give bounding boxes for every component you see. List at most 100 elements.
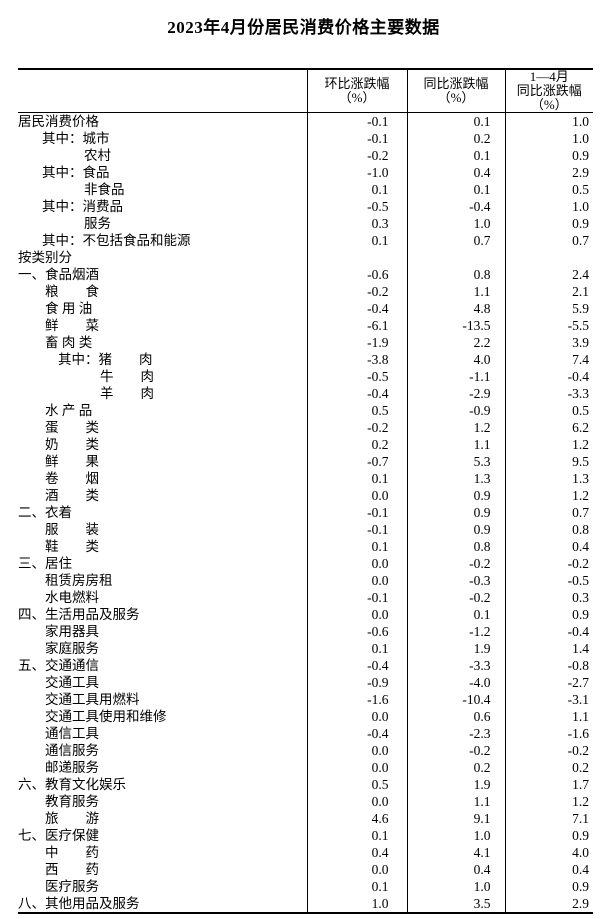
cell-yoy-change: 0.7 xyxy=(406,232,505,249)
cell-mom-change: 0.1 xyxy=(306,232,407,249)
cell-ytd-yoy-change: 1.0 xyxy=(504,130,593,147)
cell-mom-change: -0.5 xyxy=(306,368,407,385)
cell-mom-change: -1.9 xyxy=(306,334,407,351)
table-row: 通信工具 -0.4 -2.3 -1.6 xyxy=(18,725,593,742)
cell-mom-change: 0.0 xyxy=(306,606,407,623)
table-row: 家用器具 -0.6 -1.2 -0.4 xyxy=(18,623,593,640)
table-row: 鞋 类 0.1 0.8 0.4 xyxy=(18,538,593,555)
table-row: 其中：城市 -0.1 0.2 1.0 xyxy=(18,130,593,147)
table-row: 按类别分 xyxy=(18,249,593,266)
column-header-1: 环比涨跌幅 （%） xyxy=(306,69,407,113)
cell-ytd-yoy-change: 2.9 xyxy=(504,164,593,181)
cell-yoy-change: 0.9 xyxy=(406,521,505,538)
cell-yoy-change: -0.2 xyxy=(406,742,505,759)
table-row: 租赁房房租 0.0 -0.3 -0.5 xyxy=(18,572,593,589)
table-row: 通信服务 0.0 -0.2 -0.2 xyxy=(18,742,593,759)
row-label: 鲜 菜 xyxy=(45,318,99,333)
cell-yoy-change: 0.4 xyxy=(406,164,505,181)
cell-mom-change: -6.1 xyxy=(306,317,407,334)
cell-yoy-change: 0.8 xyxy=(406,538,505,555)
row-label: 鲜 果 xyxy=(45,454,99,469)
cell-ytd-yoy-change: 0.2 xyxy=(504,759,593,776)
row-label: 蛋 类 xyxy=(45,420,99,435)
cell-yoy-change: 0.2 xyxy=(406,759,505,776)
row-label: 居民消费价格 xyxy=(18,114,99,129)
cell-mom-change: 0.0 xyxy=(306,742,407,759)
cell-ytd-yoy-change: 0.9 xyxy=(504,215,593,232)
cell-mom-change: 0.0 xyxy=(306,793,407,810)
row-label: 服务 xyxy=(84,216,111,231)
cell-mom-change: 0.3 xyxy=(306,215,407,232)
cell-yoy-change: 1.2 xyxy=(406,419,505,436)
cell-ytd-yoy-change: -0.4 xyxy=(504,368,593,385)
table-row: 交通工具 -0.9 -4.0 -2.7 xyxy=(18,674,593,691)
cell-mom-change: -0.1 xyxy=(306,589,407,606)
cell-mom-change: -0.4 xyxy=(306,385,407,402)
cell-yoy-change: 0.1 xyxy=(406,606,505,623)
table-row: 交通工具使用和维修 0.0 0.6 1.1 xyxy=(18,708,593,725)
row-label: 五、交通通信 xyxy=(18,658,99,673)
table-row: 服务 0.3 1.0 0.9 xyxy=(18,215,593,232)
cell-yoy-change: 3.5 xyxy=(406,895,505,913)
table-row: 牛 肉 -0.5 -1.1 -0.4 xyxy=(18,368,593,385)
cell-ytd-yoy-change: -5.5 xyxy=(504,317,593,334)
cell-yoy-change: -0.4 xyxy=(406,198,505,215)
cell-mom-change: 0.0 xyxy=(306,861,407,878)
row-label: 医疗服务 xyxy=(45,879,99,894)
table-row: 畜 肉 类 -1.9 2.2 3.9 xyxy=(18,334,593,351)
cell-ytd-yoy-change: -0.5 xyxy=(504,572,593,589)
row-label: 粮 食 xyxy=(45,284,99,299)
cell-mom-change: -0.6 xyxy=(306,266,407,283)
cell-mom-change: -1.6 xyxy=(306,691,407,708)
column-header-2: 同比涨跌幅 （%） xyxy=(406,69,505,113)
row-label: 四、生活用品及服务 xyxy=(18,607,140,622)
row-label: 按类别分 xyxy=(18,250,72,265)
cell-ytd-yoy-change: 6.2 xyxy=(504,419,593,436)
cell-mom-change: 4.6 xyxy=(306,810,407,827)
cell-ytd-yoy-change: -2.7 xyxy=(504,674,593,691)
cell-ytd-yoy-change: -0.2 xyxy=(504,555,593,572)
table-row: 奶 类 0.2 1.1 1.2 xyxy=(18,436,593,453)
cell-ytd-yoy-change: 1.0 xyxy=(504,112,593,130)
row-label: 食 用 油 xyxy=(45,301,93,316)
table-row: 家庭服务 0.1 1.9 1.4 xyxy=(18,640,593,657)
cell-yoy-change: 0.6 xyxy=(406,708,505,725)
cell-yoy-change: 0.9 xyxy=(406,504,505,521)
cell-ytd-yoy-change: 1.1 xyxy=(504,708,593,725)
cell-mom-change: -0.1 xyxy=(306,504,407,521)
cell-ytd-yoy-change: 1.2 xyxy=(504,436,593,453)
cell-yoy-change: 1.9 xyxy=(406,776,505,793)
cell-ytd-yoy-change: 0.3 xyxy=(504,589,593,606)
cell-yoy-change: 4.0 xyxy=(406,351,505,368)
cell-ytd-yoy-change: 1.0 xyxy=(504,198,593,215)
row-label: 中 药 xyxy=(45,845,99,860)
table-row: 鲜 果 -0.7 5.3 9.5 xyxy=(18,453,593,470)
cell-ytd-yoy-change: 0.9 xyxy=(504,147,593,164)
row-label: 其中：不包括食品和能源 xyxy=(42,233,191,248)
cell-mom-change: 0.0 xyxy=(306,572,407,589)
cell-yoy-change: 0.8 xyxy=(406,266,505,283)
table-row: 鲜 菜 -6.1 -13.5 -5.5 xyxy=(18,317,593,334)
table-row: 七、医疗保健 0.1 1.0 0.9 xyxy=(18,827,593,844)
cell-ytd-yoy-change: 1.3 xyxy=(504,470,593,487)
table-row: 交通工具用燃料 -1.6 -10.4 -3.1 xyxy=(18,691,593,708)
cpi-data-table: 环比涨跌幅 （%） 同比涨跌幅 （%） 1—4月 同比涨跌幅 （%） 居民消费价格 -0.1 0… xyxy=(18,68,593,914)
row-label: 三、居住 xyxy=(18,556,72,571)
cell-yoy-change: -13.5 xyxy=(406,317,505,334)
row-label: 非食品 xyxy=(84,182,125,197)
table-row: 其中：不包括食品和能源 0.1 0.7 0.7 xyxy=(18,232,593,249)
cell-ytd-yoy-change: 2.1 xyxy=(504,283,593,300)
cell-mom-change: -0.1 xyxy=(306,112,407,130)
row-label: 交通工具 xyxy=(45,675,99,690)
cell-yoy-change: 1.1 xyxy=(406,436,505,453)
row-label: 水电燃料 xyxy=(45,590,99,605)
cell-yoy-change: 1.1 xyxy=(406,283,505,300)
table-header-row: 环比涨跌幅 （%） 同比涨跌幅 （%） 1—4月 同比涨跌幅 （%） xyxy=(18,69,593,113)
cell-ytd-yoy-change: 1.2 xyxy=(504,793,593,810)
cell-yoy-change: 1.1 xyxy=(406,793,505,810)
cell-ytd-yoy-change: 0.5 xyxy=(504,181,593,198)
cell-mom-change: -0.2 xyxy=(306,283,407,300)
cell-ytd-yoy-change: 1.2 xyxy=(504,487,593,504)
cell-mom-change: -0.5 xyxy=(306,198,407,215)
row-label: 七、医疗保健 xyxy=(18,828,99,843)
